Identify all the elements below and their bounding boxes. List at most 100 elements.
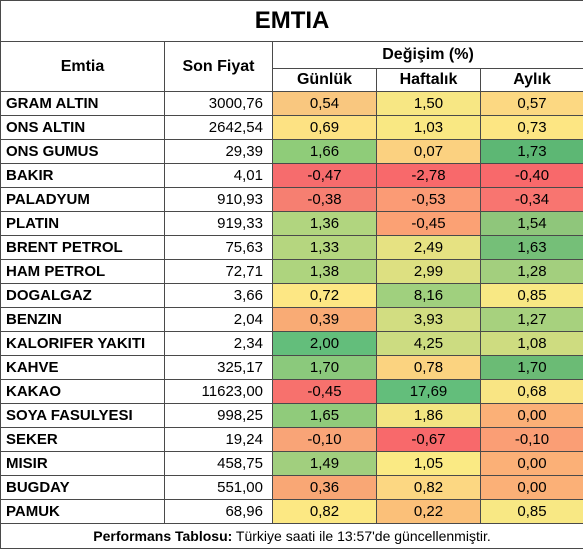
commodity-name-cell: SOYA FASULYESI xyxy=(0,403,165,428)
header-monthly: Aylık xyxy=(479,68,583,92)
weekly-change-cell: 17,69 xyxy=(376,379,481,404)
last-price-cell: 68,96 xyxy=(164,499,273,524)
commodity-name-cell: DOGALGAZ xyxy=(0,283,165,308)
commodity-name-cell: KAKAO xyxy=(0,379,165,404)
table-row: BRENT PETROL 75,63 1,33 2,49 1,63 xyxy=(0,235,583,260)
last-price-cell: 4,01 xyxy=(164,163,273,188)
commodity-name-cell: KALORIFER YAKITI xyxy=(0,331,165,356)
last-price-cell: 3000,76 xyxy=(164,91,273,116)
monthly-change-cell: 1,63 xyxy=(479,235,583,260)
commodity-name-cell: MISIR xyxy=(0,451,165,476)
commodity-name-cell: BRENT PETROL xyxy=(0,235,165,260)
commodity-name-cell: KAHVE xyxy=(0,355,165,380)
commodity-name-cell: GRAM ALTIN xyxy=(0,91,165,116)
table-row: SEKER 19,24 -0,10 -0,67 -0,10 xyxy=(0,427,583,452)
last-price-cell: 2,04 xyxy=(164,307,273,332)
table-row: PALADYUM 910,93 -0,38 -0,53 -0,34 xyxy=(0,187,583,212)
weekly-change-cell: 1,86 xyxy=(376,403,481,428)
last-price-cell: 910,93 xyxy=(164,187,273,212)
monthly-change-cell: 1,70 xyxy=(479,355,583,380)
last-price-cell: 551,00 xyxy=(164,475,273,500)
monthly-change-cell: 0,73 xyxy=(479,115,583,140)
last-price-cell: 325,17 xyxy=(164,355,273,380)
table-body: GRAM ALTIN 3000,76 0,54 1,50 0,57 ONS ALTIN 26… xyxy=(0,91,583,524)
table-row: DOGALGAZ 3,66 0,72 8,16 0,85 xyxy=(0,283,583,308)
daily-change-cell: -0,45 xyxy=(272,379,377,404)
weekly-change-cell: 4,25 xyxy=(376,331,481,356)
last-price-cell: 2642,54 xyxy=(164,115,273,140)
table-row: KALORIFER YAKITI 2,34 2,00 4,25 1,08 xyxy=(0,331,583,356)
daily-change-cell: 0,72 xyxy=(272,283,377,308)
footer-text: Türkiye saati ile 13:57'de güncellenmişt… xyxy=(232,528,491,544)
table-title: EMTIA xyxy=(0,0,583,42)
table-row: BENZIN 2,04 0,39 3,93 1,27 xyxy=(0,307,583,332)
daily-change-cell: 1,33 xyxy=(272,235,377,260)
commodity-name-cell: SEKER xyxy=(0,427,165,452)
weekly-change-cell: 0,22 xyxy=(376,499,481,524)
commodity-name-cell: PLATIN xyxy=(0,211,165,236)
table-row: BUGDAY 551,00 0,36 0,82 0,00 xyxy=(0,475,583,500)
monthly-change-cell: 1,73 xyxy=(479,139,583,164)
monthly-change-cell: 0,00 xyxy=(479,475,583,500)
daily-change-cell: 0,54 xyxy=(272,91,377,116)
last-price-cell: 458,75 xyxy=(164,451,273,476)
table-row: HAM PETROL 72,71 1,38 2,99 1,28 xyxy=(0,259,583,284)
commodity-name-cell: ONS GUMUS xyxy=(0,139,165,164)
commodity-name-cell: BENZIN xyxy=(0,307,165,332)
daily-change-cell: -0,38 xyxy=(272,187,377,212)
monthly-change-cell: 0,57 xyxy=(479,91,583,116)
weekly-change-cell: 1,03 xyxy=(376,115,481,140)
last-price-cell: 3,66 xyxy=(164,283,273,308)
daily-change-cell: 0,69 xyxy=(272,115,377,140)
last-price-cell: 72,71 xyxy=(164,259,273,284)
header-last-price: Son Fiyat xyxy=(164,41,273,92)
daily-change-cell: 1,36 xyxy=(272,211,377,236)
table-row: PLATIN 919,33 1,36 -0,45 1,54 xyxy=(0,211,583,236)
last-price-cell: 29,39 xyxy=(164,139,273,164)
table-row: GRAM ALTIN 3000,76 0,54 1,50 0,57 xyxy=(0,91,583,116)
table-row: PAMUK 68,96 0,82 0,22 0,85 xyxy=(0,499,583,524)
monthly-change-cell: 1,54 xyxy=(479,211,583,236)
daily-change-cell: -0,10 xyxy=(272,427,377,452)
weekly-change-cell: -0,45 xyxy=(376,211,481,236)
daily-change-cell: 1,38 xyxy=(272,259,377,284)
monthly-change-cell: 1,27 xyxy=(479,307,583,332)
weekly-change-cell: 1,50 xyxy=(376,91,481,116)
header-weekly: Haftalık xyxy=(376,68,481,92)
monthly-change-cell: -0,10 xyxy=(479,427,583,452)
weekly-change-cell: 0,78 xyxy=(376,355,481,380)
weekly-change-cell: -0,67 xyxy=(376,427,481,452)
table-row: SOYA FASULYESI 998,25 1,65 1,86 0,00 xyxy=(0,403,583,428)
daily-change-cell: 2,00 xyxy=(272,331,377,356)
table-row: KAHVE 325,17 1,70 0,78 1,70 xyxy=(0,355,583,380)
daily-change-cell: -0,47 xyxy=(272,163,377,188)
monthly-change-cell: 0,68 xyxy=(479,379,583,404)
last-price-cell: 998,25 xyxy=(164,403,273,428)
monthly-change-cell: -0,34 xyxy=(479,187,583,212)
daily-change-cell: 1,66 xyxy=(272,139,377,164)
header-change-percent: Değişim (%) xyxy=(271,41,583,69)
header-commodity: Emtia xyxy=(0,41,165,92)
monthly-change-cell: 0,00 xyxy=(479,403,583,428)
monthly-change-cell: 1,08 xyxy=(479,331,583,356)
monthly-change-cell: 0,00 xyxy=(479,451,583,476)
daily-change-cell: 0,82 xyxy=(272,499,377,524)
weekly-change-cell: 1,05 xyxy=(376,451,481,476)
commodity-name-cell: BAKIR xyxy=(0,163,165,188)
daily-change-cell: 0,36 xyxy=(272,475,377,500)
weekly-change-cell: 8,16 xyxy=(376,283,481,308)
daily-change-cell: 1,70 xyxy=(272,355,377,380)
footer-label: Performans Tablosu: xyxy=(93,528,233,544)
commodity-name-cell: PALADYUM xyxy=(0,187,165,212)
commodity-name-cell: BUGDAY xyxy=(0,475,165,500)
last-price-cell: 75,63 xyxy=(164,235,273,260)
weekly-change-cell: 0,82 xyxy=(376,475,481,500)
last-price-cell: 2,34 xyxy=(164,331,273,356)
table-row: KAKAO 11623,00 -0,45 17,69 0,68 xyxy=(0,379,583,404)
table-footer: Performans Tablosu: Türkiye saati ile 13… xyxy=(0,523,583,549)
commodity-name-cell: HAM PETROL xyxy=(0,259,165,284)
weekly-change-cell: 3,93 xyxy=(376,307,481,332)
commodity-name-cell: ONS ALTIN xyxy=(0,115,165,140)
last-price-cell: 11623,00 xyxy=(164,379,273,404)
